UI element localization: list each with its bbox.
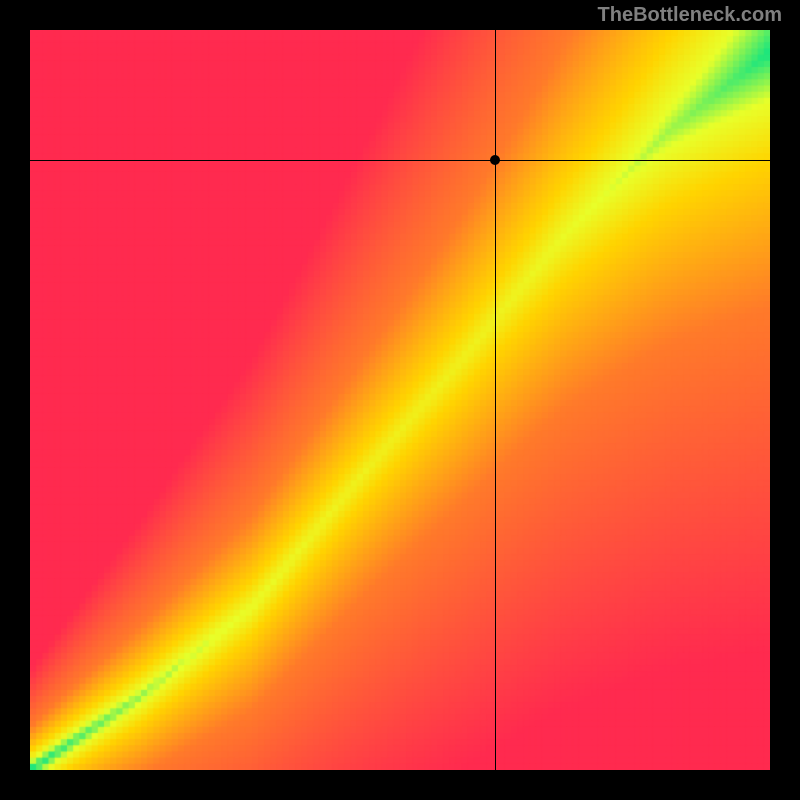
crosshair-marker-dot (490, 155, 500, 165)
heatmap-plot-area (30, 30, 770, 770)
watermark-text: TheBottleneck.com (598, 4, 782, 27)
crosshair-vertical (495, 30, 496, 770)
crosshair-horizontal (30, 160, 770, 161)
heatmap-canvas (30, 30, 770, 770)
